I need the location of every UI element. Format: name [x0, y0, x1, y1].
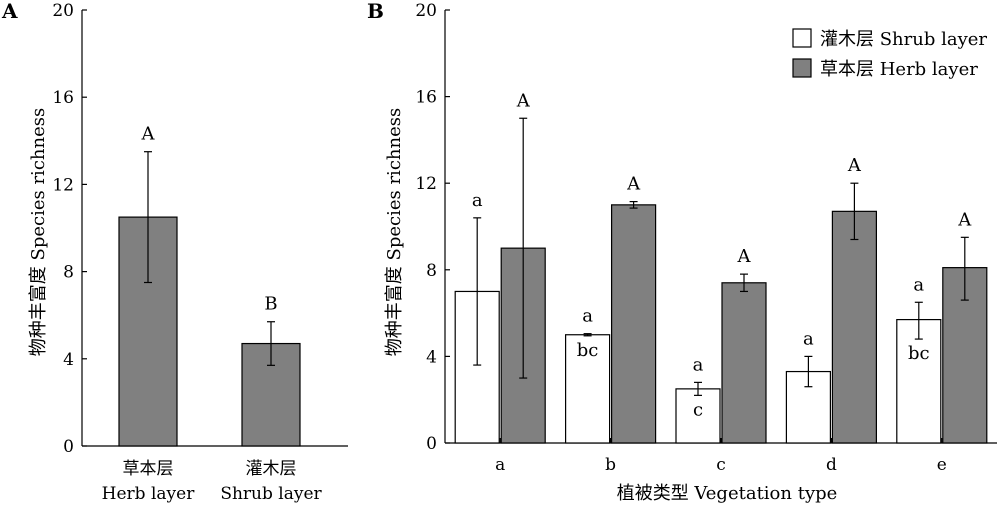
- panel-b-sig-label: bc: [577, 340, 599, 361]
- panel-a-x-tick-label: Herb layer: [102, 484, 196, 504]
- panel-b-x-tick-label: c: [716, 455, 726, 475]
- panel-b-y-tick-label: 20: [415, 1, 437, 21]
- legend-label-shrub: 灌木层 Shrub layer: [820, 29, 987, 50]
- panel-b-sig-label: a: [472, 190, 483, 211]
- panel-a-y-axis-title: 物种丰富度 Species richness: [28, 108, 49, 356]
- panel-b-sig-label: A: [957, 209, 972, 230]
- panel-b-sig-label: A: [737, 246, 752, 267]
- legend-swatch-herb: [792, 58, 812, 78]
- panel-b-x-tick-label: b: [605, 455, 616, 475]
- panel-a-y-tick-label: 8: [63, 263, 74, 283]
- panel-b-sig-label: a: [693, 354, 704, 375]
- panel-a-y-tick-label: 4: [63, 350, 74, 370]
- panel-b-y-tick-label: 12: [415, 174, 437, 194]
- panel-b-y-tick-label: 8: [426, 261, 437, 281]
- panel-a: A 物种丰富度 Species richness 0 4 8 12 16 20 A 草本层 He…: [1, 0, 348, 504]
- legend-label-herb: 草本层 Herb layer: [820, 59, 978, 80]
- panel-b-bar: [721, 282, 767, 444]
- legend-swatch-shrub: [792, 28, 812, 48]
- panel-b-x-tick-label: a: [495, 455, 505, 475]
- panel-b-x-tick-label: e: [937, 455, 947, 475]
- panel-b-sig-label: a: [582, 306, 593, 327]
- panel-b-sig-label: a: [803, 328, 814, 349]
- panel-a-x-tick-label: Shrub layer: [220, 484, 322, 504]
- panel-b-label: B: [367, 0, 384, 23]
- panel-b-y-tick-label: 4: [426, 347, 437, 367]
- panel-b-sig-label: A: [626, 174, 641, 195]
- panel-b-y-axis-title: 物种丰富度 Species richness: [384, 108, 405, 356]
- panel-b-y-tick-label: 0: [426, 434, 437, 454]
- panel-b-bar: [564, 334, 611, 444]
- panel-a-y-tick-label: 0: [63, 437, 74, 457]
- panel-b-sig-label: A: [847, 155, 862, 176]
- panel-b-sig-label: bc: [908, 343, 930, 364]
- panel-b-x-tick-label: d: [826, 455, 837, 475]
- panel-b-sig-label: A: [516, 90, 531, 111]
- panel-b-bar: [610, 204, 657, 444]
- panel-b-x-axis-title: 植被类型 Vegetation type: [617, 483, 838, 504]
- panel-b-bar: [896, 318, 942, 444]
- panel-b-bar: [831, 210, 878, 444]
- legend: 灌木层 Shrub layer 草本层 Herb layer: [792, 28, 987, 80]
- panel-a-x-tick-label: 草本层: [123, 459, 174, 479]
- panel-a-sig-label: A: [141, 124, 156, 145]
- panel-b-bar: [675, 388, 721, 444]
- panel-a-y-tick-label: 16: [52, 88, 74, 108]
- panel-b-sig-label: a: [913, 274, 924, 295]
- panel-a-sig-label: B: [264, 294, 277, 315]
- panel-b: B 物种丰富度 Species richness 植被类型 Vegetation…: [367, 0, 997, 504]
- panel-a-y-tick-label: 12: [52, 175, 74, 195]
- panel-b-y-tick-label: 16: [415, 88, 437, 108]
- panel-a-label: A: [1, 0, 18, 23]
- panel-b-sig-label: c: [693, 399, 703, 420]
- panel-a-y-tick-label: 20: [52, 1, 74, 21]
- panel-a-x-tick-label: 灌木层: [246, 459, 297, 479]
